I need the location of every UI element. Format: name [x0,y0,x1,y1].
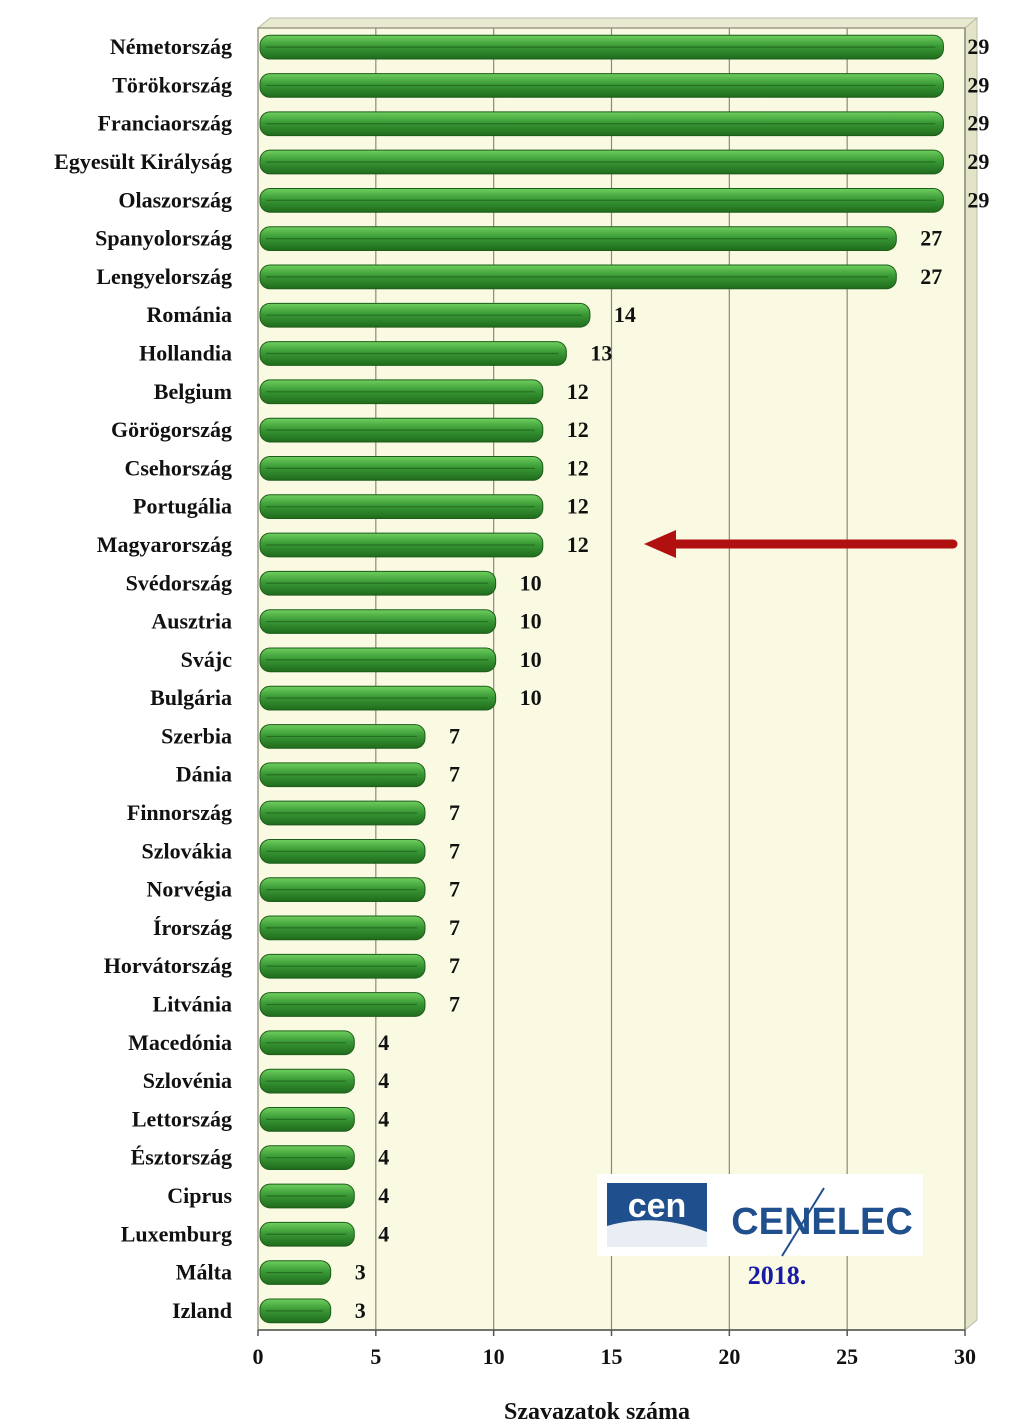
category-label: Szerbia [161,723,232,748]
cenelec-logo-text: CENELEC [731,1201,913,1243]
category-label: Dánia [176,762,232,787]
value-label: 29 [967,72,989,97]
value-label: 4 [378,1068,389,1093]
value-label: 7 [449,953,460,978]
value-label: 29 [967,149,989,174]
value-label: 7 [449,723,460,748]
category-label: Szlovákia [142,838,232,863]
category-labels: Németország Törökország Franciaország Egyes… [54,34,232,1323]
value-label: 4 [378,1221,389,1246]
category-label: Németország [110,34,232,59]
highlight-arrow [644,530,958,558]
value-label: 4 [378,1145,389,1170]
category-label: Észtország [131,1145,232,1170]
category-label: Lengyelország [96,264,232,289]
x-axis-ticks: 0 5 10 15 20 25 30 [253,1329,976,1369]
x-axis-label: Szavazatok száma [504,1399,690,1424]
value-label: 7 [449,762,460,787]
value-label: 12 [567,455,589,480]
cenelec-logo-slash [781,1187,825,1257]
value-label: 12 [567,532,589,557]
category-label: Törökország [112,72,232,97]
category-label: Izland [172,1298,232,1323]
category-label: Görögország [111,417,232,442]
bars [259,34,944,1324]
category-label: Finnország [127,800,232,825]
x-tick-label: 5 [370,1344,381,1369]
cenelec-logo: cen CENELEC 2018. [597,1174,923,1290]
value-label: 7 [449,838,460,863]
x-tick-label: 15 [601,1344,623,1369]
x-tick-label: 30 [954,1344,976,1369]
category-label: Svájc [181,647,233,672]
category-label: Egyesült Királyság [54,149,232,174]
category-label: Svédország [126,570,232,595]
category-label: Litvánia [153,992,232,1017]
value-label: 29 [967,111,989,136]
category-label: Írország [153,915,232,940]
plot-area [256,16,979,1332]
value-label: 4 [378,1183,389,1208]
x-tick-label: 10 [483,1344,505,1369]
value-labels: 2929292929272714131212121212101010107777… [355,34,990,1323]
x-tick-label: 25 [836,1344,858,1369]
value-label: 7 [449,877,460,902]
category-label: Macedónia [128,1030,232,1055]
cen-logo-text: cen [628,1187,687,1225]
category-label: Portugália [133,494,232,519]
value-label: 4 [378,1106,389,1131]
category-label: Bulgária [150,685,232,710]
value-label: 12 [567,494,589,519]
category-label: Luxemburg [121,1221,232,1246]
category-label: Csehország [124,455,232,480]
category-label: Lettország [132,1106,232,1131]
value-label: 12 [567,417,589,442]
value-label: 7 [449,915,460,940]
x-tick-label: 0 [253,1344,264,1369]
category-label: Belgium [154,379,232,404]
category-label: Franciaország [98,111,232,136]
value-label: 27 [920,264,942,289]
category-label: Málta [176,1260,232,1285]
x-tick-label: 20 [718,1344,740,1369]
value-label: 10 [520,609,542,634]
logo-year: 2018. [748,1261,807,1290]
value-label: 14 [614,302,636,327]
value-label: 7 [449,992,460,1017]
value-label: 3 [355,1298,366,1323]
value-label: 3 [355,1260,366,1285]
category-label: Magyarország [97,532,232,557]
category-label: Ciprus [167,1183,232,1208]
value-label: 10 [520,685,542,710]
category-label: Románia [146,302,232,327]
category-label: Ausztria [151,609,232,634]
value-label: 7 [449,800,460,825]
value-label: 13 [590,341,612,366]
value-label: 10 [520,570,542,595]
category-label: Hollandia [139,341,232,366]
value-label: 12 [567,379,589,404]
category-label: Spanyolország [95,226,232,251]
cen-logo-icon: cen [607,1183,707,1247]
value-label: 27 [920,226,942,251]
value-label: 29 [967,34,989,59]
category-label: Olaszország [118,187,232,212]
value-label: 4 [378,1030,389,1055]
category-label: Szlovénia [143,1068,232,1093]
value-label: 29 [967,187,989,212]
category-label: Norvégia [146,877,232,902]
value-label: 10 [520,647,542,672]
category-label: Horvátország [104,953,232,978]
